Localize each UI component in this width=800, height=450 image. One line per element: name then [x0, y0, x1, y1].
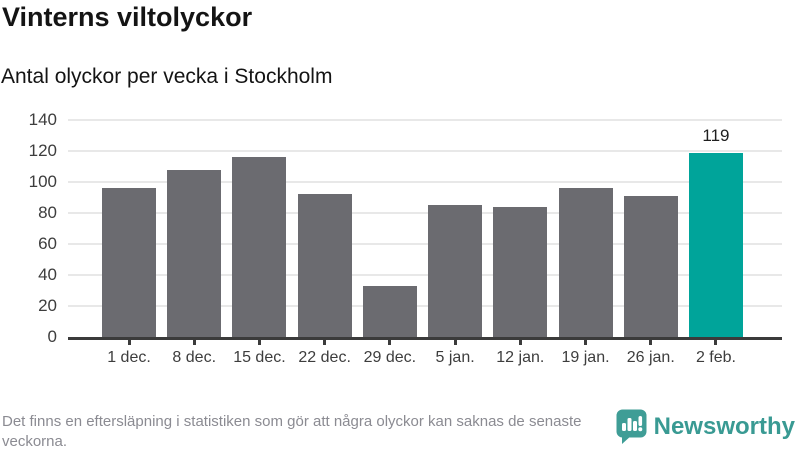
bar [623, 195, 678, 337]
gridline [68, 119, 782, 121]
y-axis-tick-label: 120 [28, 141, 57, 160]
y-axis-tick-label: 80 [38, 203, 57, 222]
x-axis-tick [453, 340, 457, 345]
bar-value-label: 119 [702, 125, 730, 145]
bar [362, 285, 417, 337]
newsworthy-logo-icon [616, 409, 647, 444]
x-axis-tick [127, 340, 131, 345]
x-axis-tick [649, 340, 653, 345]
chart-subtitle: Antal olyckor per vecka i Stockholm [1, 65, 333, 88]
page-title: Vinterns viltolyckor [2, 2, 253, 32]
bar [493, 206, 548, 337]
x-axis-tick-label: 22 dec. [298, 349, 351, 366]
x-axis-tick-label: 12 jan. [496, 349, 545, 366]
x-axis-tick [192, 340, 196, 345]
y-axis-tick-label: 60 [38, 234, 57, 253]
x-axis-tick-label: 5 jan. [435, 349, 475, 366]
brand-logo: Newsworthy [616, 409, 795, 444]
x-axis-tick [518, 340, 522, 345]
y-axis-tick-label: 140 [28, 110, 57, 129]
x-axis-tick-label: 8 dec. [172, 349, 217, 366]
bar [688, 152, 743, 337]
gridline [68, 274, 782, 276]
bar [558, 188, 613, 337]
gridline [68, 181, 782, 183]
x-axis-tick-label: 19 jan. [561, 349, 610, 366]
x-axis-tick [388, 340, 392, 345]
gridline [68, 212, 782, 214]
x-axis-tick [584, 340, 588, 345]
y-axis-tick-label: 0 [47, 327, 57, 346]
x-axis-line [68, 337, 782, 340]
x-axis-tick [257, 340, 261, 345]
footnote: Det finns en eftersläpning i statistiken… [2, 413, 582, 450]
x-axis-tick-label: 2 feb. [695, 349, 736, 366]
gridline [68, 305, 782, 307]
brand-name: Newsworthy [653, 412, 795, 440]
bar [428, 205, 483, 337]
y-axis-tick-label: 20 [38, 296, 57, 315]
x-axis-tick [714, 340, 718, 345]
x-axis-tick [323, 340, 327, 345]
bar [297, 194, 352, 337]
y-axis-tick-label: 100 [28, 172, 57, 191]
bar [102, 188, 156, 337]
bar [232, 157, 287, 337]
x-axis-tick-label: 15 dec. [233, 349, 286, 366]
y-axis-tick-label: 40 [38, 265, 57, 284]
x-axis-tick-label: 29 dec. [363, 349, 417, 366]
plot-area: 119 [68, 119, 782, 337]
bar-chart: 119 0 20 40 60 80 100 120 140 1 dec. 8 dec. 15 dec… [0, 110, 800, 385]
gridline [68, 243, 782, 245]
x-axis-tick-label: 26 jan. [626, 349, 675, 366]
bar [167, 169, 222, 337]
gridline [68, 150, 782, 152]
x-axis-tick-label: 1 dec. [107, 349, 151, 366]
